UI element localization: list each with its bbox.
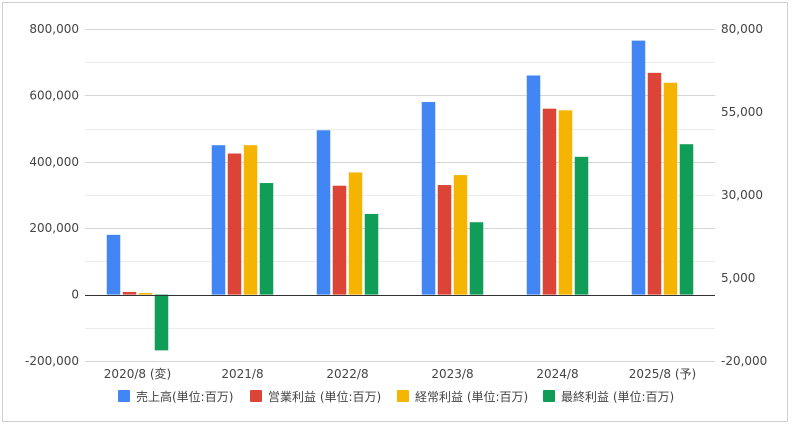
x-tick-label: 2022/8 (326, 367, 368, 381)
bar[interactable] (138, 292, 153, 295)
legend: 売上高(単位:百万) 営業利益 (単位:百万) 経常利益 (単位:百万) 最終利… (118, 389, 674, 404)
legend-item[interactable]: 売上高(単位:百万) (118, 389, 233, 404)
bar[interactable] (122, 291, 137, 295)
bar[interactable] (574, 156, 589, 295)
y-right-tick-label: -20,000 (721, 354, 767, 368)
bars (106, 40, 694, 351)
bar[interactable] (364, 213, 379, 295)
y-right-tick-label: 5,000 (721, 271, 755, 285)
legend-item[interactable]: 営業利益 (単位:百万) (250, 389, 381, 404)
legend-label: 最終利益 (単位:百万) (561, 389, 674, 404)
bar[interactable] (227, 153, 242, 295)
legend-item[interactable]: 最終利益 (単位:百万) (543, 389, 674, 404)
bar[interactable] (243, 145, 258, 295)
bar[interactable] (437, 185, 452, 295)
bar[interactable] (679, 144, 694, 295)
bar[interactable] (106, 234, 121, 295)
bar[interactable] (663, 82, 678, 295)
legend-label: 売上高(単位:百万) (136, 389, 233, 404)
bar[interactable] (558, 110, 573, 295)
y-axis-right-ticks: 80,000 55,000 30,000 5,000 -20,000 (721, 22, 767, 368)
bar[interactable] (453, 175, 468, 295)
y-right-tick-label: 55,000 (721, 105, 763, 119)
bar[interactable] (647, 72, 662, 295)
bar[interactable] (469, 222, 484, 295)
y-right-tick-label: 80,000 (721, 22, 763, 36)
x-tick-label: 2023/8 (431, 367, 473, 381)
grid-lines (85, 29, 715, 362)
x-axis-ticks: 2020/8 (変) 2021/8 2022/8 2023/8 2024/8 2… (104, 366, 696, 381)
bar[interactable] (348, 172, 363, 295)
x-tick-label: 2021/8 (221, 367, 263, 381)
y-axis-left-ticks: 800,000 600,000 400,000 200,000 0 -200,0… (25, 22, 79, 368)
legend-item[interactable]: 経常利益 (単位:百万) (397, 389, 528, 404)
y-left-tick-label: 800,000 (29, 22, 79, 36)
x-tick-label: 2020/8 (変) (104, 366, 171, 381)
bar[interactable] (526, 75, 541, 295)
legend-label: 経常利益 (単位:百万) (415, 389, 528, 404)
legend-swatch (397, 390, 409, 402)
y-left-tick-label: 200,000 (29, 221, 79, 235)
bar[interactable] (211, 145, 226, 295)
x-tick-label: 2024/8 (536, 367, 578, 381)
legend-swatch (118, 390, 130, 402)
y-right-tick-label: 30,000 (721, 188, 763, 202)
y-left-tick-label: 400,000 (29, 155, 79, 169)
bar[interactable] (259, 183, 274, 295)
bar[interactable] (542, 108, 557, 295)
legend-label: 営業利益 (単位:百万) (268, 389, 381, 404)
bar[interactable] (631, 40, 646, 295)
bar[interactable] (316, 130, 331, 295)
bar[interactable] (421, 102, 436, 295)
legend-swatch (543, 390, 555, 402)
y-left-tick-label: 600,000 (29, 88, 79, 102)
bar[interactable] (154, 294, 169, 351)
x-tick-label: 2025/8 (予) (629, 367, 696, 381)
legend-swatch (250, 390, 262, 402)
y-left-tick-label: -200,000 (25, 354, 79, 368)
bar[interactable] (332, 185, 347, 295)
y-left-tick-label: 0 (71, 288, 79, 302)
